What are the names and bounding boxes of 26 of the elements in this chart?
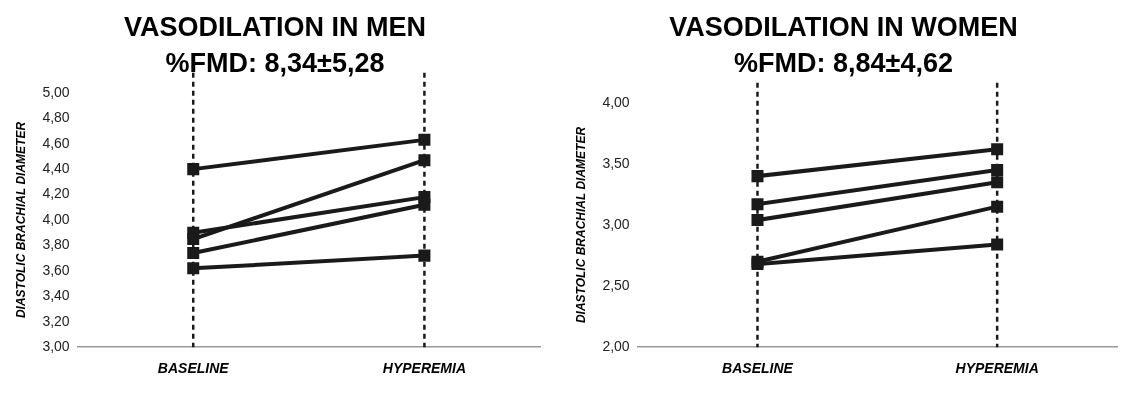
y-tick-label: 2,00 [602, 338, 630, 355]
y-tick-label: 3,60 [42, 261, 70, 278]
y-tick-label: 5,00 [42, 83, 70, 100]
y-tick-label: 3,50 [602, 154, 630, 171]
y-tick-label: 4,00 [602, 93, 630, 110]
y-tick-label: 4,60 [42, 134, 70, 151]
chart-subtitle: %FMD: 8,84±4,62 [734, 48, 953, 79]
y-tick-label: 3,00 [602, 215, 630, 232]
chart-subtitle: %FMD: 8,34±5,28 [165, 48, 385, 79]
x-tick-label: BASELINE [722, 360, 794, 377]
y-axis-title: DIASTOLIC BRACHIAL DIAMETER [13, 121, 28, 319]
x-tick-label: HYPEREMIA [382, 360, 467, 377]
y-tick-label: 4,00 [42, 210, 70, 227]
y-tick-label: 2,50 [602, 276, 630, 293]
y-tick-label: 3,80 [42, 236, 70, 253]
y-tick-label: 4,20 [42, 185, 70, 202]
x-tick-label: HYPEREMIA [955, 360, 1039, 377]
chart-title: VASODILATION IN WOMEN [669, 11, 1018, 42]
chart-title: VASODILATION IN MEN [124, 11, 426, 42]
x-tick-label: BASELINE [157, 360, 230, 377]
y-tick-label: 3,20 [42, 312, 70, 329]
y-tick-label: 4,40 [42, 159, 70, 176]
y-tick-label: 3,00 [42, 338, 70, 355]
y-axis-title: DIASTOLIC BRACHIAL DIAMETER [573, 126, 588, 324]
y-tick-label: 4,80 [42, 109, 70, 126]
y-tick-label: 3,40 [42, 287, 70, 304]
